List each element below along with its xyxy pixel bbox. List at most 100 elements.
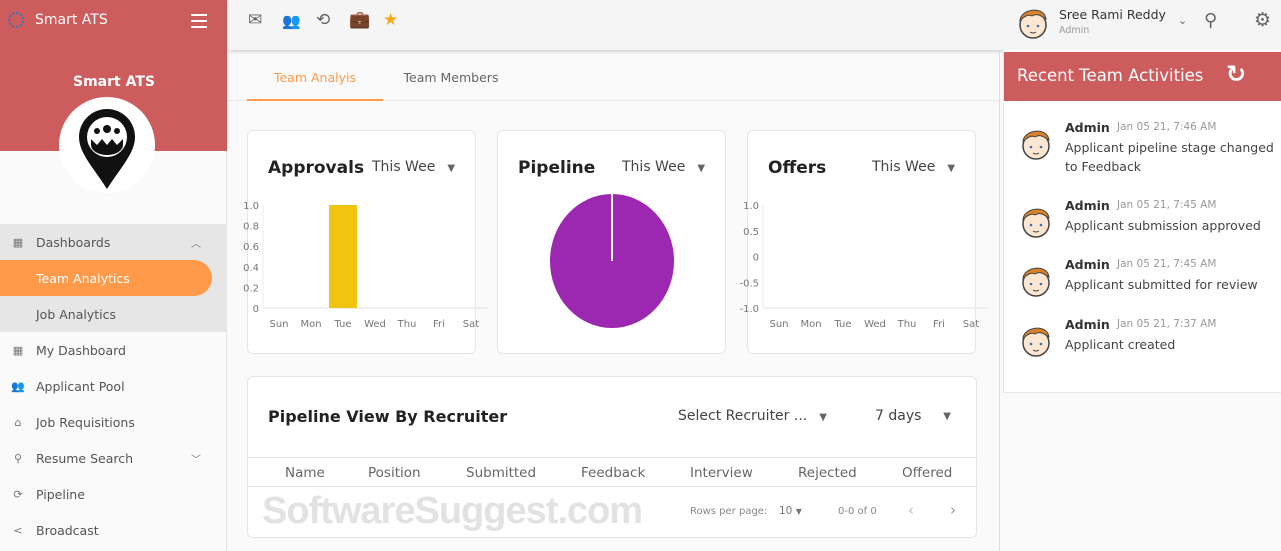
x-tick-label: Tue [833,319,851,330]
activity-item: Admin Jan 05 21, 7:45 AM Applicant submitt… [1015,257,1275,307]
gear-icon[interactable]: ⚙ [1254,9,1272,31]
activity-time: Jan 05 21, 7:46 AM [1117,121,1217,133]
briefcase-icon: ⌂ [14,415,22,429]
column-header[interactable]: Interview [690,465,753,481]
card-title: Pipeline [518,158,596,178]
x-tick-label: Sun [769,319,788,330]
sidebar-item-dashboards[interactable]: ▦ Dashboards ︿ [0,224,227,260]
approvals-card: Approvals This Wee ▼ 1.0 0.8 0.6 0.4 0.2 0 Sun M… [243,130,488,354]
y-tick-label: 1.0 [743,201,759,212]
rows-per-page-select[interactable]: 10 ▼ [779,505,802,517]
y-tick-label: 0.4 [243,263,259,274]
x-tick-label: Thu [897,319,917,330]
activity-user: Admin [1065,257,1110,272]
y-tick-label: 1.0 [243,201,259,212]
prev-page-icon[interactable]: ‹ [908,501,914,519]
sidebar-item-job-analytics[interactable]: Job Analytics [36,306,117,322]
people-icon: 👥 [11,379,25,393]
user-name[interactable]: Sree Rami Reddy [1059,7,1166,22]
app-title: Smart ATS [35,12,108,28]
pipeline-view-card: Pipeline View By Recruiter Select Recrui… [247,376,978,538]
column-header[interactable]: Name [285,465,325,481]
avatar [1019,124,1053,166]
chevron-up-icon: ︿ [191,238,201,250]
tab-team-members[interactable]: Team Members [403,70,499,85]
chevron-down-icon[interactable]: ⌄ [1178,14,1188,27]
next-page-icon[interactable]: › [950,501,956,519]
period-select[interactable]: This Wee ▼ [622,159,706,175]
column-header[interactable]: Submitted [466,465,537,481]
x-tick-label: Fri [433,319,445,330]
people-icon[interactable]: 👥 [282,12,301,30]
y-tick-label: -0.5 [739,278,759,289]
sidebar-item-resume-search[interactable]: ⚲ Resume Search ﹀ [0,440,227,476]
sidebar-item-applicant-pool[interactable]: 👥 Applicant Pool [0,368,227,404]
offers-chart: 1.0 0.5 0 -0.5 -1.0 Sun Mon Tue Wed Thu Fri Sat [739,201,988,330]
avatar [1019,202,1053,244]
x-tick-label: Fri [933,319,945,330]
activity-item: Admin Jan 05 21, 7:46 AM Applicant pipelin… [1015,120,1275,174]
tabs: Team Analyis Team Members [228,55,999,101]
activity-time: Jan 05 21, 7:37 AM [1117,318,1217,330]
watermark: SoftwareSuggest.com [262,490,643,532]
activity-item: Admin Jan 05 21, 7:45 AM Applicant submiss… [1015,198,1275,248]
sidebar-item-broadcast[interactable]: < Broadcast [0,512,227,548]
column-header[interactable]: Feedback [581,465,646,481]
mail-icon[interactable]: ✉ [248,10,263,30]
x-tick-label: Wed [864,319,886,330]
y-tick-label: 0.8 [243,222,259,233]
y-tick-label: 0 [253,304,259,315]
sidebar-item-my-dashboard[interactable]: ▦ My Dashboard [0,332,227,368]
avatar [1019,321,1053,363]
activities-panel: Recent Team Activities ↻ [1003,50,1281,393]
approvals-chart: 1.0 0.8 0.6 0.4 0.2 0 Sun Mon Tue Wed Thu Fri Sat [243,201,488,330]
x-tick-label: Thu [397,319,417,330]
divider [999,50,1000,551]
activity-message: Applicant created [1065,337,1176,352]
activity-message: Applicant pipeline stage changed to Feed… [1065,140,1274,174]
sidebar-item-job-requisitions[interactable]: ⌂ Job Requisitions [0,404,227,440]
search-icon[interactable]: ⚲ [1204,10,1218,31]
sidebar-item-team-analytics[interactable]: Team Analytics [0,260,212,296]
pagination-range: 0-0 of 0 [838,506,877,517]
column-header[interactable]: Position [368,465,421,481]
table-header [248,457,978,487]
recruiter-select[interactable]: Select Recruiter ... ▼ [678,408,827,424]
activities-title: Recent Team Activities [1017,66,1204,85]
activity-user: Admin [1065,317,1110,332]
activity-message: Applicant submission approved [1065,218,1261,233]
card-title: Offers [768,158,827,178]
star-icon[interactable]: ★ [383,10,399,30]
x-tick-label: Sat [463,319,479,330]
top-bar: ✉ 👥 ⟲ 💼 ★ Sree Rami Reddy Admin ⌄ ⚲ ⚙ [228,0,1281,50]
rows-per-page-label: Rows per page: [690,506,768,517]
sidebar: Smart ATS Smart ATS ▦ Dashboards ︿ Team An… [0,0,227,551]
card-title: Pipeline View By Recruiter [268,407,508,426]
column-header[interactable]: Offered [902,465,953,481]
user-role: Admin [1059,25,1090,36]
briefcase-icon[interactable]: 💼 [349,10,371,30]
column-header[interactable]: Rejected [798,465,857,481]
search-icon: ⚲ [13,451,23,465]
logo [59,97,155,193]
period-select[interactable]: This Wee ▼ [872,159,956,175]
x-tick-label: Mon [300,319,321,330]
pipeline-chart [550,194,674,328]
period-select[interactable]: This Wee ▼ [372,159,456,175]
pipeline-icon[interactable]: ⟲ [316,10,331,30]
avatar[interactable] [1016,3,1050,45]
bar [329,205,357,308]
days-select[interactable]: 7 days ▼ [875,408,951,424]
grid-icon: ▦ [12,343,24,357]
activity-time: Jan 05 21, 7:45 AM [1117,258,1217,270]
chevron-down-icon: ﹀ [191,454,201,466]
x-tick-label: Tue [333,319,351,330]
y-tick-label: 0 [753,253,759,264]
refresh-icon[interactable]: ↻ [1226,60,1247,88]
card-title: Approvals [268,158,365,178]
tab-team-analysis[interactable]: Team Analyis [247,55,383,101]
sidebar-item-pipeline[interactable]: ⟳ Pipeline [0,476,227,512]
x-tick-label: Mon [800,319,821,330]
menu-icon[interactable] [191,14,207,28]
pipeline-card: Pipeline This Wee ▼ [497,130,726,354]
